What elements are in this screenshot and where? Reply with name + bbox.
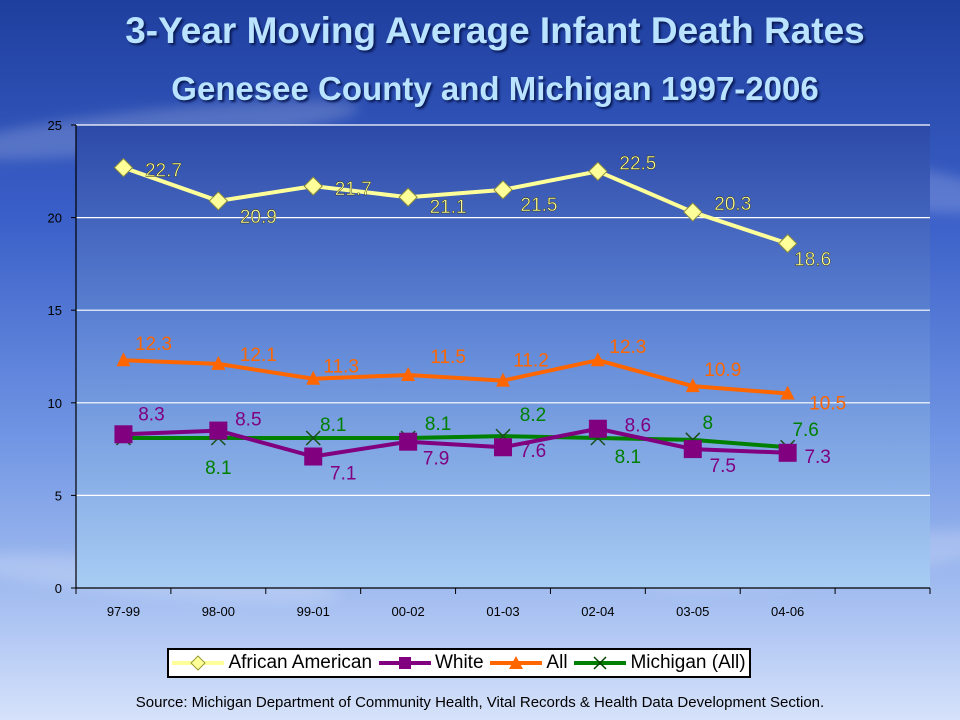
- data-point: [683, 440, 702, 459]
- data-label: 7.5: [710, 456, 736, 477]
- data-label: 7.3: [804, 447, 830, 468]
- legend-item: All: [490, 652, 568, 674]
- x-tick-label: 02-04: [581, 604, 614, 619]
- legend-swatch-white: [378, 657, 431, 669]
- data-point: [590, 352, 605, 367]
- chart-title: 3-Year Moving Average Infant Death Rates: [125, 10, 865, 51]
- data-label: 8.1: [615, 447, 641, 468]
- series-line: [122, 165, 789, 246]
- data-point: [685, 378, 700, 393]
- data-label: 21.1: [430, 197, 467, 218]
- data-point: [780, 385, 795, 400]
- source-note: Source: Michigan Department of Community…: [135, 694, 825, 711]
- data-label: 8.1: [425, 414, 451, 435]
- data-point: [116, 352, 131, 367]
- chart-subtitle: Genesee County and Michigan 1997-2006: [171, 70, 819, 107]
- x-marker-stroke: [305, 430, 321, 446]
- series-line: [123, 434, 788, 450]
- legend-label: African American: [228, 652, 373, 673]
- legend-item: Michigan (All): [574, 652, 746, 674]
- x-tick-label: 01-03: [486, 604, 519, 619]
- x-tick-label: 97-99: [107, 604, 140, 619]
- data-label: 8.6: [625, 416, 651, 437]
- data-label: 8.1: [205, 458, 231, 479]
- data-label: 8.1: [320, 415, 346, 436]
- data-point: [209, 421, 228, 440]
- data-label: 11.3: [323, 357, 359, 378]
- x-tick-label: 99-01: [297, 604, 330, 619]
- y-tick-label: 20: [48, 211, 62, 226]
- x-tick-label: 00-02: [391, 604, 424, 619]
- data-label: 8.3: [138, 404, 164, 425]
- legend-label: White: [434, 652, 484, 673]
- data-point: [208, 191, 229, 211]
- data-point: [778, 443, 797, 462]
- data-point: [305, 430, 321, 446]
- data-label: 22.7: [145, 161, 182, 182]
- y-tick-label: 0: [55, 581, 62, 596]
- data-label: 10.5: [809, 394, 846, 415]
- series-line: [123, 358, 788, 396]
- data-label: 12.3: [135, 334, 172, 355]
- data-point: [777, 233, 798, 254]
- data-label: 12.3: [609, 337, 646, 358]
- data-label: 10.9: [704, 360, 741, 381]
- data-label: 20.9: [240, 207, 277, 228]
- data-point: [211, 355, 226, 370]
- data-label: 7.1: [330, 464, 356, 485]
- data-point: [493, 180, 513, 200]
- legend: African American White All Michigan (All…: [167, 648, 751, 678]
- legend-item: White: [378, 652, 484, 674]
- x-tick-label: 03-05: [676, 604, 709, 619]
- data-label: 7.6: [520, 441, 546, 462]
- y-tick-label: 15: [48, 303, 62, 318]
- data-point: [114, 425, 133, 444]
- data-point: [588, 161, 608, 182]
- data-label: 11.2: [513, 351, 549, 372]
- data-label: 12.1: [240, 345, 277, 366]
- data-label: 21.7: [335, 179, 372, 200]
- legend-swatch-all: [490, 656, 543, 669]
- legend-swatch-michigan-all: [574, 656, 627, 670]
- y-tick-label: 25: [48, 118, 62, 133]
- data-point: [113, 157, 134, 178]
- data-point: [588, 419, 607, 438]
- data-point: [304, 447, 323, 466]
- data-label: 8.2: [520, 405, 546, 426]
- data-label: 8: [702, 413, 713, 434]
- data-label: 8.5: [235, 410, 261, 431]
- data-label: 20.3: [714, 194, 751, 215]
- data-point: [401, 367, 416, 382]
- data-point: [683, 202, 703, 222]
- y-tick-label: 10: [48, 396, 62, 411]
- data-label: 18.6: [794, 250, 831, 271]
- data-label: 21.5: [521, 195, 558, 216]
- data-point: [398, 187, 418, 207]
- series-line: [123, 426, 788, 459]
- x-tick-label: 04-06: [771, 604, 804, 619]
- data-label: 11.5: [430, 347, 466, 368]
- y-tick-label: 5: [55, 488, 62, 503]
- data-label: 7.6: [792, 420, 818, 441]
- legend-label: All: [546, 652, 568, 673]
- data-point: [306, 370, 321, 385]
- legend-item: African American: [172, 652, 372, 674]
- legend-label: Michigan (All): [630, 652, 746, 673]
- legend-swatch-african-american: [172, 655, 225, 671]
- data-point: [494, 438, 512, 457]
- data-label: 7.9: [423, 449, 449, 470]
- x-tick-label: 98-00: [202, 604, 235, 619]
- data-point: [496, 372, 510, 387]
- data-point: [303, 176, 323, 196]
- data-label: 22.5: [619, 153, 656, 174]
- data-point: [399, 432, 418, 451]
